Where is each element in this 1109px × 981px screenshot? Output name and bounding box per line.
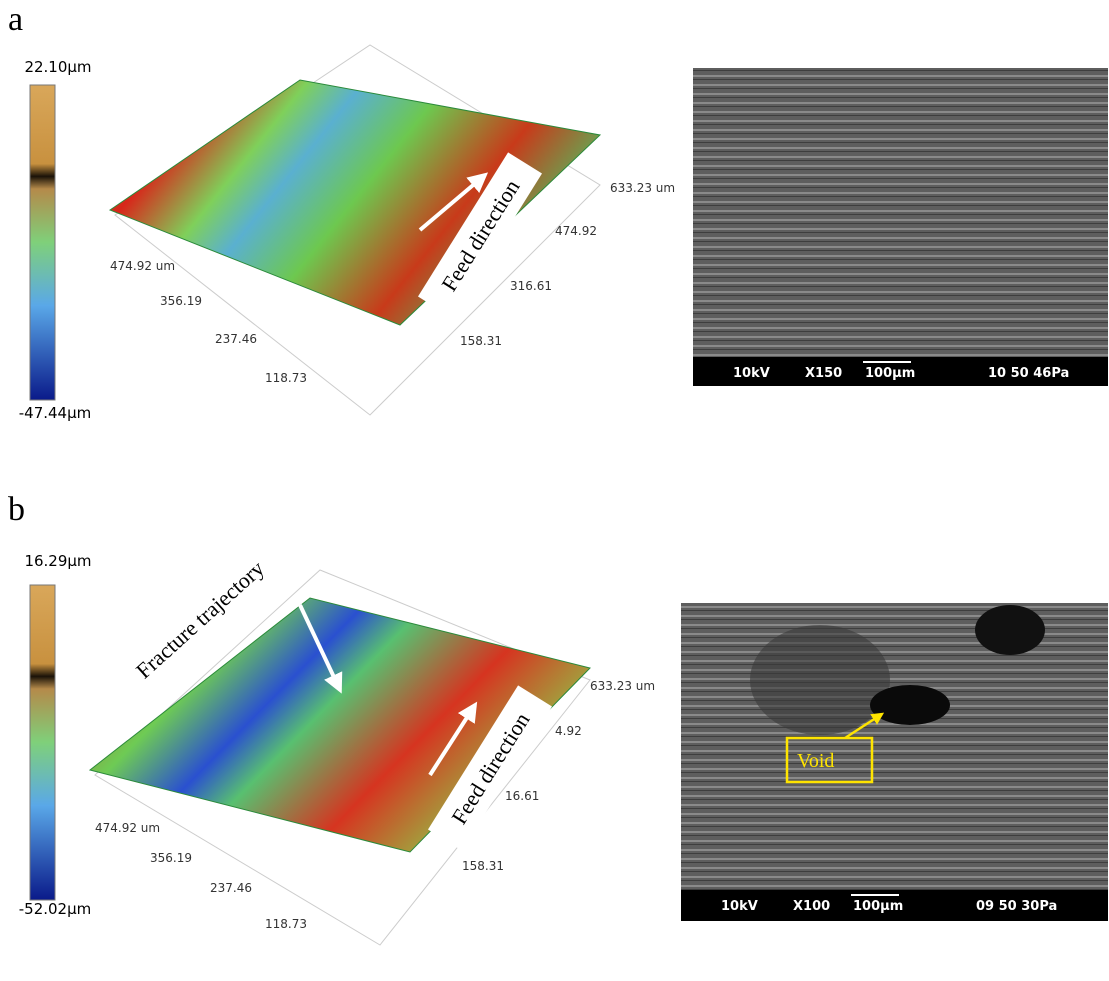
x-axis-label: 118.73 [265,917,307,931]
grid-base [94,569,591,946]
colorbar-min: -52.02µm [19,900,92,918]
sem-magnification: X150 [805,366,842,381]
y-axis-label: 158.31 [462,859,504,873]
surface [108,79,602,326]
sem-info: 09 50 30Pa [976,899,1057,914]
arrow [428,701,478,777]
y-axis-label: 316.61 [510,279,552,293]
pit [975,605,1045,655]
sem-magnification: X100 [793,899,830,914]
void-hole [870,685,950,725]
panel-label: b [8,491,25,528]
x-axis-label: 474.92 um [95,821,160,835]
sem-voltage: 10kV [721,899,758,914]
y-axis-label: 633.23 um [590,679,655,693]
sem-info: 10 50 46Pa [988,366,1069,381]
sem-scale: 100µm [865,366,915,381]
sem-scale: 100µm [853,899,903,914]
x-axis-label: 237.46 [215,332,257,346]
callout-arrow [844,712,885,740]
colorbar-max: 16.29µm [24,552,91,570]
callout-box [785,736,874,784]
y-axis-label: 158.31 [460,334,502,348]
dark-region [750,625,890,735]
annotation-box [427,685,553,851]
arrow [418,172,489,232]
callout-text: Void [797,750,834,772]
arrow [298,604,343,694]
x-axis-label: 356.19 [160,294,202,308]
annotation-box [417,152,543,318]
sem-image [681,603,1108,921]
colorbar-max: 22.10µm [24,58,91,76]
sem-voltage: 10kV [733,366,770,381]
panel-label: a [8,1,23,38]
x-axis-label: 118.73 [265,371,307,385]
y-axis-label: 633.23 um [610,181,675,195]
y-axis-label: 474.92 [555,224,597,238]
colorbar [29,84,56,401]
x-axis-label: 356.19 [150,851,192,865]
x-axis-label: 237.46 [210,881,252,895]
colorbar [29,584,56,901]
y-axis-label: 16.61 [505,789,539,803]
y-axis-label: 4.92 [555,724,582,738]
sem-image [693,68,1108,386]
colorbar-min: -47.44µm [19,404,92,422]
x-axis-label: 474.92 um [110,259,175,273]
